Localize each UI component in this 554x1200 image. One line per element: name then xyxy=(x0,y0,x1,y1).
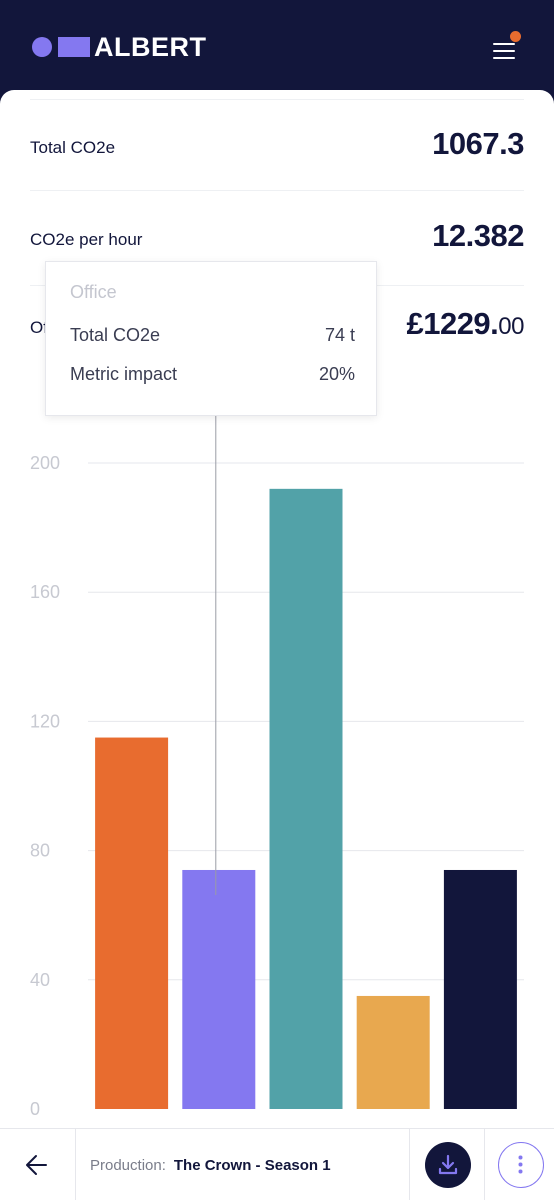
stat-value: 1067.3 xyxy=(432,126,524,161)
tooltip-row-value: 20% xyxy=(318,364,355,384)
divider xyxy=(484,1129,485,1200)
tooltip-row-label: Metric impact xyxy=(70,364,178,384)
arrow-left-icon xyxy=(26,1155,47,1175)
y-tick-label: 200 xyxy=(30,453,60,473)
y-tick-label: 80 xyxy=(30,841,50,861)
logo-rect-shape xyxy=(58,37,90,57)
chart-bar xyxy=(443,869,517,1109)
stat-label: Total CO2e xyxy=(30,138,116,157)
menu-button[interactable] xyxy=(488,31,522,64)
y-tick-label: 0 xyxy=(30,1099,40,1119)
y-tick-label: 120 xyxy=(30,711,60,731)
y-tick-label: 160 xyxy=(30,582,60,602)
divider xyxy=(30,99,524,100)
bottom-bar: Production: The Crown - Season 1 xyxy=(0,1128,554,1200)
production-selector[interactable]: Production: The Crown - Season 1 xyxy=(90,1157,331,1174)
hamburger-icon xyxy=(493,43,515,45)
tooltip-row-label: Total CO2e xyxy=(70,325,161,345)
tooltip-row-impact: Metric impact 20% xyxy=(70,364,355,385)
stat-value: £1229.00 xyxy=(406,306,524,341)
chart-bar xyxy=(269,488,343,1110)
albert-logo[interactable]: ALBERT xyxy=(32,31,207,62)
back-button[interactable] xyxy=(0,1129,76,1200)
tooltip-row-total: Total CO2e 74 t xyxy=(70,325,355,346)
production-name: The Crown - Season 1 xyxy=(173,1157,331,1174)
co2e-bar-chart: 0 40 80 120 160 200 xyxy=(30,416,524,1119)
divider xyxy=(30,190,524,191)
stat-cost: Of £1229.00 xyxy=(30,306,524,346)
chart-tooltip: Office Total CO2e 74 t Metric impact 20% xyxy=(45,261,377,416)
divider xyxy=(409,1129,410,1200)
production-label: Production: xyxy=(90,1157,166,1174)
hamburger-icon-line xyxy=(493,57,515,59)
brand-name: ALBERT xyxy=(94,31,207,62)
stat-label: Of xyxy=(30,318,48,337)
hamburger-icon-line xyxy=(493,50,515,52)
notification-dot-icon xyxy=(510,31,521,42)
tooltip-row-value: 74 t xyxy=(324,325,355,345)
y-tick-label: 40 xyxy=(30,970,50,990)
tooltip-title: Office xyxy=(70,282,117,302)
stat-total-co2e: Total CO2e 1067.3 xyxy=(30,126,524,166)
download-icon xyxy=(438,1154,458,1175)
logo-circle-shape xyxy=(32,37,52,57)
chart-bar xyxy=(356,995,430,1109)
stat-co2e-per-hour: CO2e per hour 12.382 xyxy=(30,218,524,258)
more-vertical-icon xyxy=(518,1155,523,1174)
app-header: ALBERT xyxy=(0,0,554,100)
stat-label: CO2e per hour xyxy=(30,230,143,249)
stat-value: 12.382 xyxy=(432,218,524,253)
chart-bar xyxy=(95,737,169,1109)
more-options-button[interactable] xyxy=(498,1142,544,1188)
download-button[interactable] xyxy=(425,1142,471,1188)
chart-bar xyxy=(182,869,256,1109)
